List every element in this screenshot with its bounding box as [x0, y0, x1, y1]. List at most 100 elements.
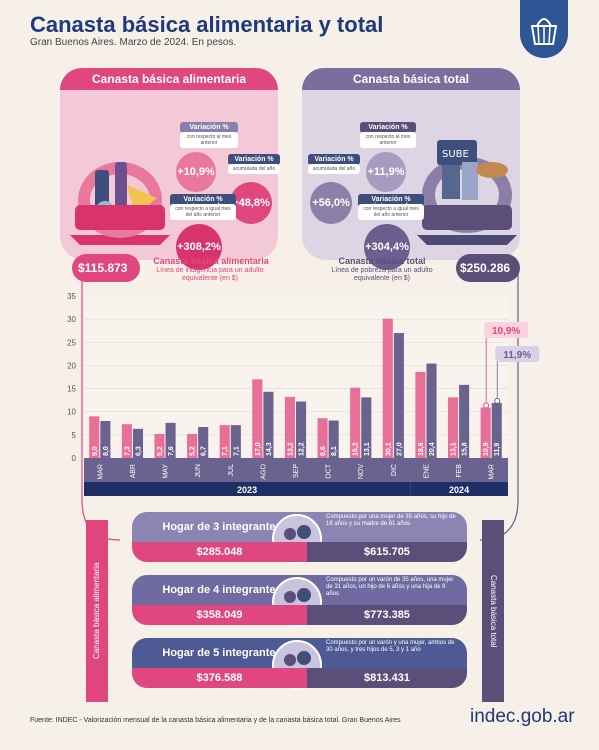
cbt-var-interanual-sub: con respecto a igual mes del año anterio…	[358, 204, 424, 220]
cba-amount-desc: Línea de indigencia para un adulto equiv…	[156, 267, 264, 282]
indec-brand: indec.gob.ar	[470, 706, 575, 727]
year-band	[84, 482, 411, 496]
bar-value-label: 15,8	[462, 442, 469, 456]
x-tick-label: FEB	[456, 464, 463, 478]
bar-value-label: 7,6	[168, 446, 175, 456]
hogar-row: Hogar de 3 integrantes Compuesto por una …	[132, 512, 467, 564]
basket-logo-badge	[520, 0, 568, 58]
y-tick-label: 30	[67, 315, 76, 324]
bar-value-label: 8,1	[331, 446, 338, 456]
y-tick-label: 35	[67, 292, 76, 301]
bar	[382, 318, 393, 458]
food-basket-illustration	[70, 162, 170, 245]
cba-var-interanual-sub: con respecto a igual mes del año anterio…	[170, 204, 236, 220]
bar-value-label: 6,7	[201, 446, 208, 456]
hogar-description: Compuesto por un varón y una mujer, ambo…	[326, 640, 455, 653]
y-tick-label: 25	[67, 338, 76, 347]
cba-var-mensual-label: Variación %	[180, 122, 238, 133]
callout-box	[484, 322, 529, 338]
bar-value-label: 13,1	[451, 442, 458, 456]
bar	[121, 424, 132, 458]
y-tick-label: 20	[67, 361, 76, 370]
bar	[187, 433, 198, 458]
hogar-cba-value: $358.049	[132, 605, 307, 625]
bar	[426, 363, 437, 458]
bar	[491, 402, 502, 458]
bar	[447, 397, 459, 458]
callout-box	[495, 346, 540, 362]
cbt-panel-body: SUBE Variación % con respecto al mes ant…	[302, 90, 520, 270]
hogar-row: Hogar de 5 integrantes Compuesto por un v…	[132, 638, 467, 690]
hogar-cbt-value: $615.705	[307, 542, 467, 562]
cbt-var-acumulada-value: +56,0%	[310, 182, 352, 224]
bar	[132, 428, 144, 458]
bar	[296, 401, 307, 458]
cba-var-acumulada-value: +48,8%	[230, 182, 272, 224]
cba-panel-title: Canasta básica alimentaria	[60, 68, 278, 90]
cba-amount-value: $115.873	[72, 254, 140, 282]
y-tick-label: 15	[67, 385, 76, 394]
bar-value-label: 12,2	[299, 442, 306, 456]
hogar-description: Compuesto por una mujer de 35 años, su h…	[326, 514, 456, 527]
cba-var-acumulada-sub: acumulada del año	[228, 164, 280, 174]
y-tick-label: 10	[67, 408, 76, 417]
page-subtitle: Gran Buenos Aires. Marzo de 2024. En pes…	[30, 37, 237, 48]
cba-panel: Canasta básica alimentaria Variación % c…	[60, 68, 280, 270]
bar	[263, 391, 274, 458]
x-tick-label: AGO	[260, 463, 267, 479]
bar	[284, 396, 295, 458]
cba-side-tab: Canasta básica alimentaria	[86, 520, 108, 702]
cbt-amount-block: Canasta básica total Línea de pobreza pa…	[306, 254, 524, 282]
bar	[317, 418, 328, 458]
bar-value-label: 7,3	[124, 446, 131, 456]
bar	[361, 397, 372, 458]
hogar-description: Compuesto por un varón de 35 años, una m…	[326, 577, 454, 597]
hogar-cbt-value: $773.385	[307, 605, 467, 625]
cba-var-interanual-value: +308,2%	[176, 224, 222, 270]
bar-value-label: 15,2	[353, 442, 360, 456]
callout-dot	[494, 397, 501, 404]
hogar-cba-value: $285.048	[132, 542, 307, 562]
goods-basket-illustration: SUBE	[417, 140, 517, 245]
bar-value-label: 7,1	[222, 446, 229, 456]
bar-value-label: 8,0	[103, 446, 110, 456]
hogar-title: Hogar de 3 integrantes	[162, 521, 282, 533]
cba-amount-title: Canasta básica alimentaria	[153, 256, 269, 266]
svg-text:SUBE: SUBE	[442, 149, 469, 160]
x-tick-label: MAY	[163, 464, 170, 479]
bar	[480, 407, 491, 458]
bar-value-label: 20,4	[429, 442, 436, 456]
year-label: 2023	[237, 485, 257, 495]
bar-value-label: 13,1	[364, 442, 371, 456]
bar	[89, 416, 100, 458]
year-label: 2024	[449, 485, 469, 495]
cba-var-mensual-sub: con respecto al mes anterior	[180, 132, 238, 148]
x-tick-label: DIC	[391, 464, 398, 476]
bar	[328, 420, 339, 458]
x-axis-band	[84, 458, 508, 482]
bar-value-label: 14,3	[266, 442, 273, 456]
hogar-cba-value: $376.588	[132, 668, 307, 688]
cbt-panel: Canasta básica total SUBE Variación % co…	[302, 68, 520, 270]
bar	[393, 333, 404, 458]
bar	[198, 426, 209, 458]
callout-label: 11,9%	[503, 350, 531, 361]
bar-value-label: 30,1	[385, 442, 392, 456]
y-tick-label: 0	[72, 454, 77, 463]
bar	[165, 422, 176, 458]
cbt-amount-value: $250.286	[456, 254, 520, 282]
bar-value-label: 27,0	[396, 442, 403, 456]
bar-value-label: 6,3	[135, 446, 142, 456]
bar-value-label: 17,0	[255, 442, 262, 456]
x-tick-label: JUL	[228, 464, 235, 477]
x-tick-label: MAR	[489, 464, 496, 480]
cbt-var-interanual-value: +304,4%	[364, 224, 410, 270]
x-tick-label: MAR	[97, 464, 104, 480]
bar	[219, 425, 230, 458]
callout-label: 10,9%	[492, 326, 520, 337]
cbt-amount-title: Canasta básica total	[338, 256, 426, 266]
bar	[415, 371, 426, 458]
bar	[252, 379, 263, 458]
footer-source: Fuente: INDEC - Valorización mensual de …	[30, 717, 401, 724]
y-tick-label: 5	[72, 431, 77, 440]
